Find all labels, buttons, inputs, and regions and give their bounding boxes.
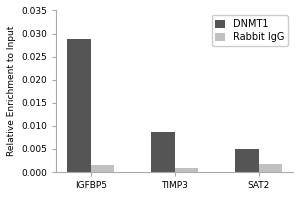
Bar <box>235 149 259 172</box>
Bar <box>175 168 198 172</box>
Bar <box>67 39 91 172</box>
Bar <box>259 164 282 172</box>
Bar <box>91 165 114 172</box>
Legend: DNMT1, Rabbit IgG: DNMT1, Rabbit IgG <box>212 15 288 46</box>
Y-axis label: Relative Enrichment to Input: Relative Enrichment to Input <box>7 26 16 156</box>
Bar <box>151 132 175 172</box>
